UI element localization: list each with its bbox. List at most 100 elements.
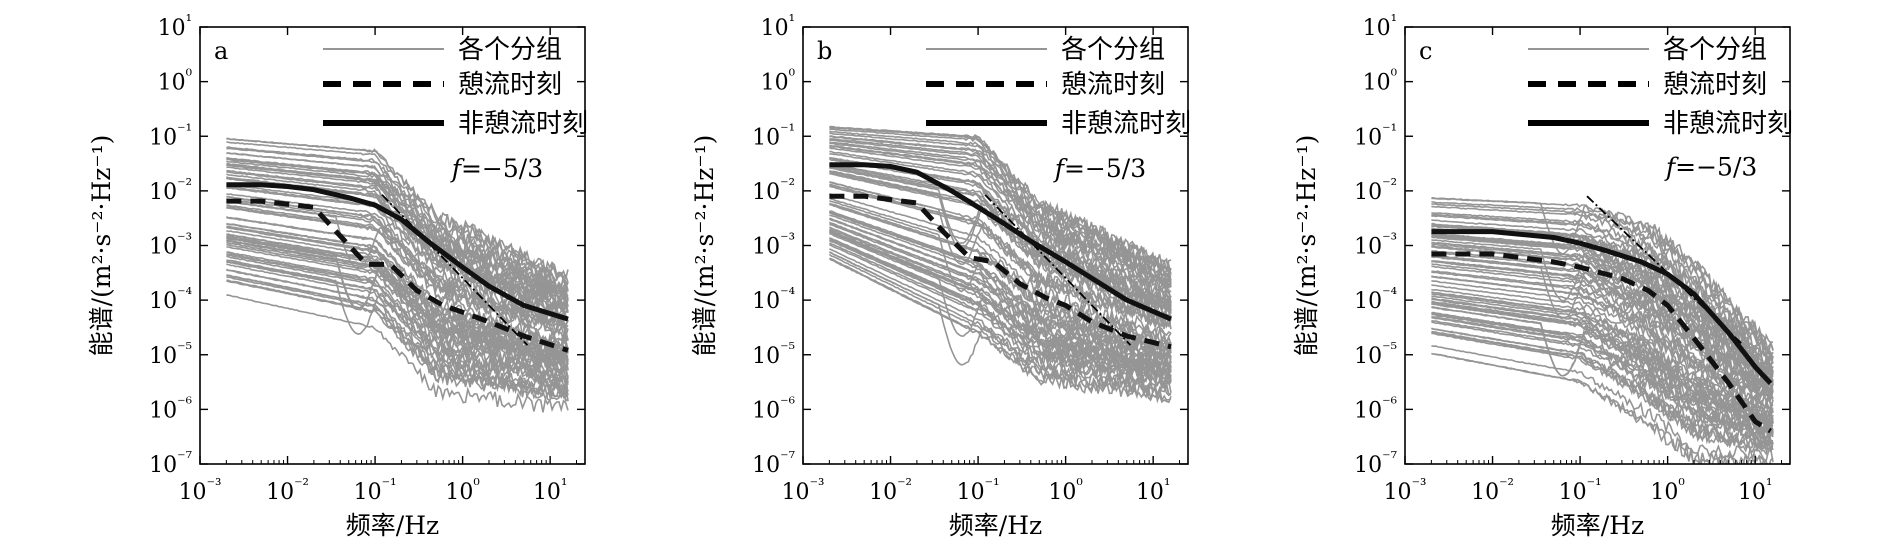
legend-label: 憩流时刻 <box>458 70 562 100</box>
group-spectrum-line <box>829 239 1172 386</box>
group-spectrum-line <box>828 251 1172 399</box>
group-spectrum-line <box>1431 275 1774 411</box>
x-tick-label: 10⁰ <box>445 475 479 505</box>
slope-annotation: f=−5/3 <box>1664 152 1757 181</box>
legend-label: 各个分组 <box>458 35 562 65</box>
y-axis-label: 能谱/(m²·s⁻²·Hz⁻¹) <box>87 135 116 357</box>
plot-area <box>226 137 569 413</box>
y-tick-label: 10⁻¹ <box>149 120 192 150</box>
group-spectrum-line <box>828 243 1172 386</box>
y-tick-label: 10⁻² <box>149 175 192 205</box>
slope-reference-line <box>984 194 1132 346</box>
group-spectrum-line <box>1431 298 1774 425</box>
y-tick-label: 10⁻¹ <box>752 120 795 150</box>
y-tick-label: 10⁻⁴ <box>752 284 795 314</box>
group-spectrum-line <box>226 268 569 395</box>
x-tick-label: 10¹ <box>533 475 567 505</box>
legend-label: 非憩流时刻 <box>1061 109 1191 139</box>
y-axis-label: 能谱/(m²·s⁻²·Hz⁻¹) <box>690 135 719 357</box>
y-tick-label: 10⁻⁶ <box>149 393 192 423</box>
group-spectrum-line <box>226 253 569 382</box>
panel-letter: b <box>817 37 832 65</box>
y-tick-label: 10⁻⁶ <box>1354 393 1397 423</box>
legend-label: 非憩流时刻 <box>1663 109 1793 139</box>
group-spectra <box>1431 196 1774 464</box>
y-tick-label: 10⁻³ <box>752 230 795 260</box>
chart-panel-a: 10⁻³ 10⁻² 10⁻¹ 10⁰ 10¹ 10⁻⁷ 10⁻⁶ 10⁻⁵ 10⁻⁴ 10⁻³ 10… <box>87 11 588 540</box>
chart-panel-b: 10⁻³ 10⁻² 10⁻¹ 10⁰ 10¹ 10⁻⁷ 10⁻⁶ 10⁻⁵ 10⁻⁴ 10⁻³ 10… <box>690 11 1191 540</box>
group-spectrum-line <box>829 203 1172 348</box>
x-tick-label: 10⁻¹ <box>957 475 1000 505</box>
group-spectrum-line <box>829 141 1172 285</box>
group-spectrum-line <box>226 198 569 333</box>
group-spectrum-line <box>226 164 569 306</box>
series-line-slack-tide <box>226 198 569 353</box>
y-tick-label: 10⁻³ <box>149 230 192 260</box>
group-spectrum-line <box>226 274 569 400</box>
y-tick-label: 10¹ <box>1363 11 1397 41</box>
plot-area <box>828 125 1172 404</box>
slope-reference-line <box>381 194 529 346</box>
group-spectrum-line <box>226 233 569 365</box>
x-tick-label: 10⁰ <box>1650 475 1684 505</box>
y-tick-label: 10⁰ <box>158 66 192 96</box>
group-spectrum-line <box>226 146 569 292</box>
group-spectrum-line <box>829 226 1172 375</box>
group-spectrum-line <box>1431 332 1774 456</box>
group-spectrum-line <box>226 230 569 360</box>
slope-annotation: f=−5/3 <box>450 154 543 183</box>
y-tick-label: 10⁰ <box>761 66 795 96</box>
chart-panel-c: 10⁻³ 10⁻² 10⁻¹ 10⁰ 10¹ 10⁻⁷ 10⁻⁶ 10⁻⁵ 10⁻⁴ 10⁻³ 10… <box>1292 11 1793 540</box>
series-line-non-slack-tide <box>226 182 569 322</box>
group-spectrum-line <box>828 221 1172 364</box>
y-tick-label: 10⁻⁷ <box>149 448 192 478</box>
group-spectrum-line <box>226 186 569 322</box>
group-spectrum-line <box>829 218 1172 363</box>
y-tick-label: 10⁻¹ <box>1354 120 1397 150</box>
group-spectrum-line <box>1431 291 1774 423</box>
series-line-slack-tide <box>829 193 1172 350</box>
legend-label: 非憩流时刻 <box>458 109 588 139</box>
group-spectrum-line <box>226 160 569 301</box>
group-spectrum-line <box>226 137 569 282</box>
group-spectrum-line <box>1431 260 1774 401</box>
x-axis-label: 频率/Hz <box>346 511 439 540</box>
group-spectrum-line <box>1431 303 1774 434</box>
series-line-non-slack-tide <box>1431 229 1773 386</box>
x-axis-label: 频率/Hz <box>949 511 1042 540</box>
y-tick-label: 10⁰ <box>1363 66 1397 96</box>
series-line-slack-tide <box>1431 251 1772 434</box>
group-spectrum-line <box>1431 345 1774 463</box>
y-tick-label: 10⁻² <box>752 175 795 205</box>
x-tick-label: 10⁻¹ <box>354 475 397 505</box>
group-spectrum-line <box>226 236 569 365</box>
y-tick-label: 10⁻⁴ <box>1354 284 1397 314</box>
group-spectrum-line <box>829 233 1172 379</box>
y-tick-label: 10⁻⁷ <box>752 448 795 478</box>
y-tick-label: 10¹ <box>761 11 795 41</box>
legend-label: 憩流时刻 <box>1061 70 1165 100</box>
group-spectrum-line <box>1431 313 1774 438</box>
x-tick-label: 10⁰ <box>1048 475 1082 505</box>
x-tick-label: 10¹ <box>1136 475 1170 505</box>
y-tick-label: 10⁻⁶ <box>752 393 795 423</box>
group-spectrum-line <box>829 153 1172 298</box>
group-spectrum-line <box>829 126 1172 277</box>
group-spectrum-line <box>1431 214 1774 362</box>
group-spectrum-line <box>226 204 569 341</box>
group-spectrum-line <box>1431 205 1774 358</box>
x-tick-label: 10⁻² <box>266 475 309 505</box>
group-spectrum-line <box>226 261 569 386</box>
group-spectrum-line <box>226 152 569 292</box>
group-spectrum-line <box>829 158 1172 306</box>
y-tick-label: 10¹ <box>158 11 192 41</box>
group-spectrum-line <box>1431 306 1774 435</box>
x-tick-label: 10⁻² <box>1471 475 1514 505</box>
group-spectrum-line <box>829 125 1172 272</box>
group-spectrum-line <box>1431 238 1774 385</box>
group-spectrum-line <box>226 279 569 402</box>
